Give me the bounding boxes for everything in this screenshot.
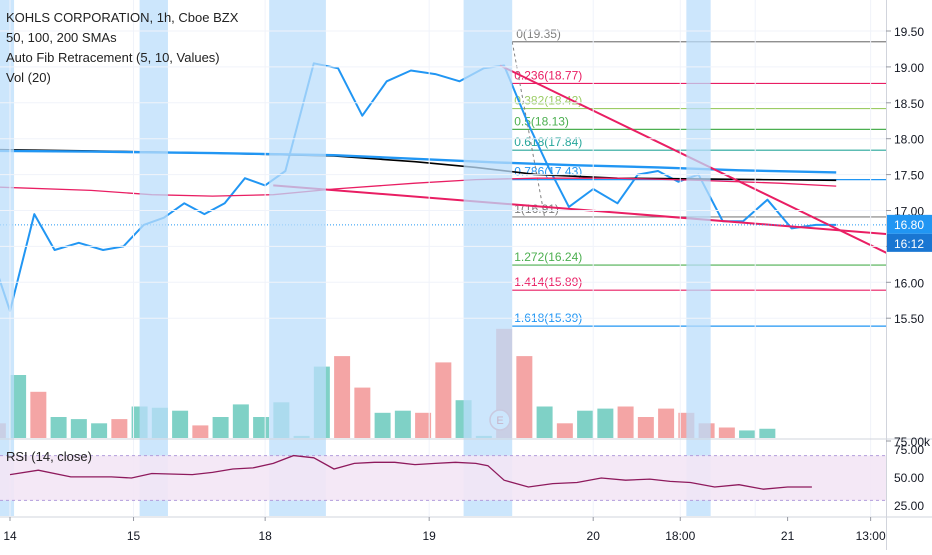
fib-level-label: 0.236(18.77) <box>514 68 582 82</box>
volume-bar <box>253 417 270 438</box>
session-highlight-band <box>139 0 168 516</box>
volume-bar <box>597 408 614 438</box>
volume-bar <box>30 391 47 438</box>
session-highlight-band <box>463 0 513 516</box>
volume-bar <box>617 406 634 438</box>
volume-indicator-label[interactable]: Vol (20) <box>6 70 51 85</box>
volume-bar <box>212 417 229 438</box>
volume-bar <box>394 410 411 438</box>
volume-bar <box>658 408 675 438</box>
rsi-line <box>9 454 812 490</box>
price-axis-label: 75.00k <box>894 435 931 449</box>
time-axis-label: 13:00 <box>856 529 886 543</box>
volume-bar <box>192 425 209 438</box>
rsi-axis-label: 50.00 <box>894 471 924 485</box>
volume-bar <box>10 375 27 438</box>
volume-bar <box>516 356 533 438</box>
time-axis-label: 18:00 <box>665 529 695 543</box>
time-axis-label: 14 <box>3 529 17 543</box>
session-highlight-band <box>686 0 711 516</box>
price-axis-label: 18.50 <box>894 97 924 111</box>
sma-red-line <box>0 177 837 197</box>
price-axis-label: 19.50 <box>894 25 924 39</box>
volume-bar <box>637 417 654 438</box>
fib-level-label: 0(19.35) <box>516 27 561 41</box>
time-axis-label: 18 <box>258 529 272 543</box>
time-axis-label: 21 <box>781 529 795 543</box>
volume-bar <box>435 362 452 438</box>
chart-legend: KOHLS CORPORATION, 1h, Cboe BZX 50, 100,… <box>6 8 238 88</box>
last-price-badge <box>887 214 932 234</box>
time-axis-label: 19 <box>422 529 436 543</box>
rsi-indicator-label[interactable]: RSI (14, close) <box>6 449 92 464</box>
volume-bar <box>759 428 776 438</box>
countdown-label: 16:12 <box>894 237 924 251</box>
volume-bar <box>536 406 553 438</box>
volume-bar <box>232 404 249 438</box>
time-axis-label: 20 <box>587 529 601 543</box>
session-highlight-band <box>269 0 326 516</box>
volume-bar <box>172 410 189 438</box>
sma-black-line <box>0 148 837 182</box>
fib-indicator-label[interactable]: Auto Fib Retracement (5, 10, Values) <box>6 50 220 65</box>
countdown-badge <box>887 233 932 252</box>
volume-bar <box>415 412 432 438</box>
volume-bar <box>334 356 351 438</box>
price-axis-label: 19.00 <box>894 61 924 75</box>
volume-bar <box>50 417 67 438</box>
last-price-label: 16.80 <box>894 218 924 232</box>
sma-indicator-label[interactable]: 50, 100, 200 SMAs <box>6 30 117 45</box>
price-line <box>0 62 837 312</box>
volume-bar <box>70 419 87 438</box>
symbol-title[interactable]: KOHLS CORPORATION, 1h, Cboe BZX <box>6 10 239 25</box>
fib-level-label: 0.5(18.13) <box>514 114 569 128</box>
volume-bar <box>577 410 594 438</box>
trendline <box>273 184 886 235</box>
fib-level-label: 0.618(17.84) <box>514 135 582 149</box>
volume-bar <box>111 419 128 438</box>
fib-level-label: 1.272(16.24) <box>514 250 582 264</box>
volume-bar <box>354 387 371 438</box>
price-axis-label: 16.00 <box>894 276 924 290</box>
volume-bar <box>91 423 108 438</box>
volume-bar <box>556 423 573 438</box>
price-axis-label: 18.00 <box>894 133 924 147</box>
time-axis-label: 15 <box>127 529 141 543</box>
rsi-axis-label: 25.00 <box>894 499 924 513</box>
volume-bar <box>718 427 735 438</box>
volume-bar <box>374 412 391 438</box>
price-axis-label: 15.50 <box>894 312 924 326</box>
volume-bar <box>739 430 756 438</box>
price-axis-label: 17.50 <box>894 169 924 183</box>
rsi-axis-label: 75.00 <box>894 443 924 457</box>
session-highlight-band <box>0 0 15 516</box>
